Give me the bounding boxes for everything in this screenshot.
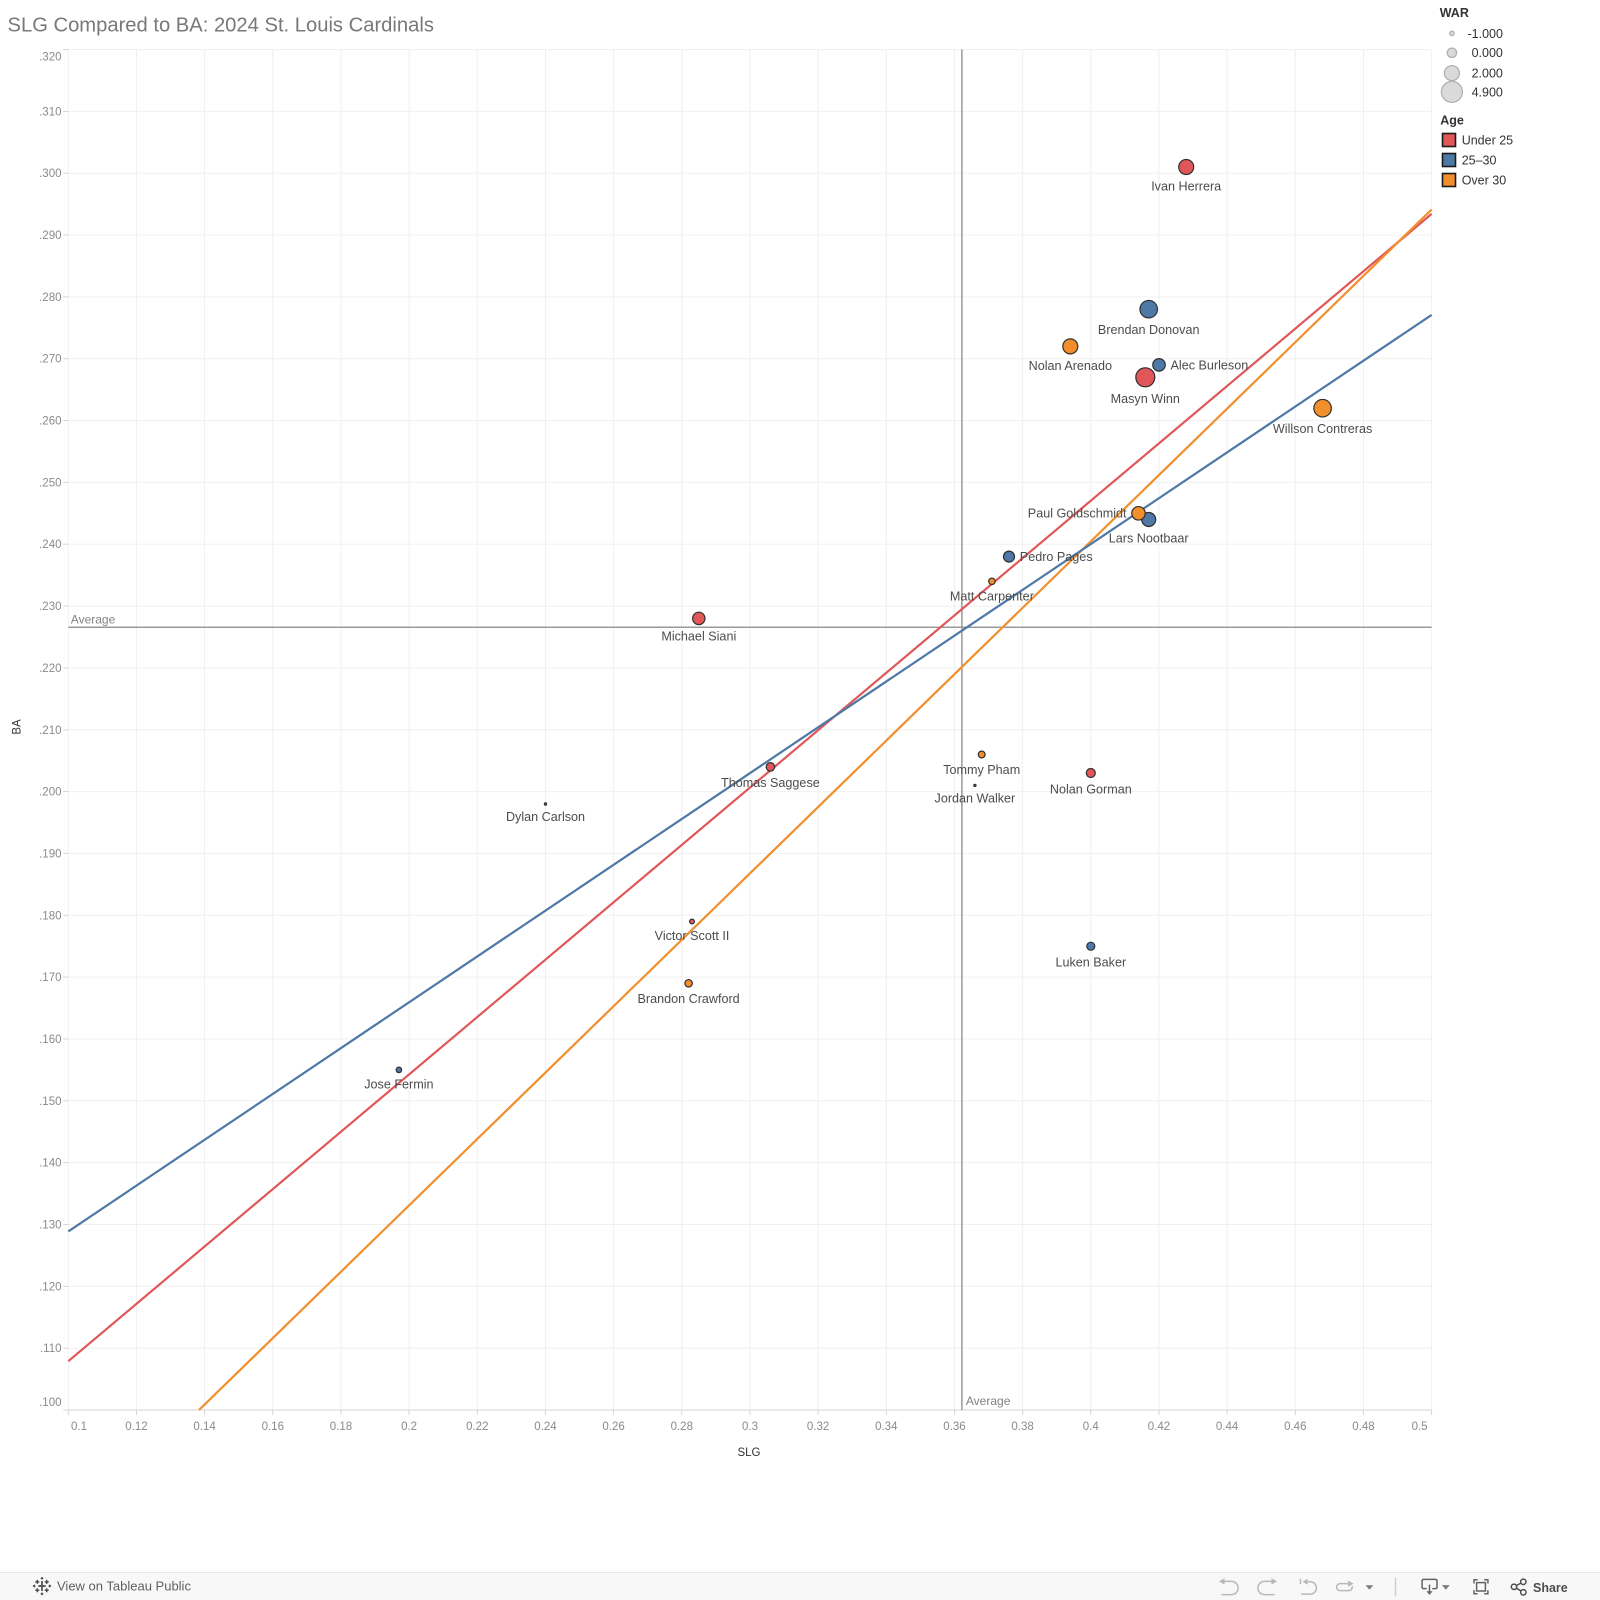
svg-text:WAR: WAR: [1440, 6, 1469, 20]
svg-text:Dylan Carlson: Dylan Carlson: [506, 810, 585, 824]
svg-text:Jose Fermin: Jose Fermin: [364, 1078, 433, 1092]
svg-text:Matt Carpenter: Matt Carpenter: [950, 590, 1034, 604]
svg-text:.100: .100: [39, 1397, 61, 1409]
svg-text:Nolan Arenado: Nolan Arenado: [1029, 359, 1112, 373]
svg-text:Pedro Pages: Pedro Pages: [1020, 550, 1093, 564]
svg-text:.270: .270: [39, 354, 61, 366]
svg-text:0.32: 0.32: [807, 1421, 829, 1433]
svg-text:0.12: 0.12: [125, 1421, 147, 1433]
svg-text:Age: Age: [1440, 114, 1464, 128]
svg-text:0.42: 0.42: [1148, 1421, 1170, 1433]
svg-text:SLG: SLG: [737, 1447, 760, 1459]
svg-text:Victor Scott II: Victor Scott II: [655, 929, 730, 943]
svg-text:0.14: 0.14: [193, 1421, 216, 1433]
svg-text:0.18: 0.18: [330, 1421, 352, 1433]
svg-text:.190: .190: [39, 848, 61, 860]
svg-text:.140: .140: [39, 1158, 61, 1170]
svg-text:0.34: 0.34: [875, 1421, 898, 1433]
svg-text:BA: BA: [12, 719, 24, 735]
svg-text:SLG Compared to BA: 2024 St. L: SLG Compared to BA: 2024 St. Louis Cardi…: [8, 15, 434, 37]
svg-text:0.5: 0.5: [1412, 1421, 1428, 1433]
svg-text:Jordan Walker: Jordan Walker: [935, 792, 1016, 806]
svg-text:.300: .300: [39, 168, 61, 180]
svg-text:Luken Baker: Luken Baker: [1055, 955, 1126, 969]
svg-text:0.1: 0.1: [71, 1421, 87, 1433]
svg-text:.240: .240: [39, 539, 61, 551]
svg-text:.150: .150: [39, 1096, 61, 1108]
svg-text:Ivan Herrera: Ivan Herrera: [1151, 180, 1221, 194]
svg-text:0.4: 0.4: [1083, 1421, 1100, 1433]
svg-text:0.22: 0.22: [466, 1421, 488, 1433]
svg-text:.290: .290: [39, 230, 61, 242]
svg-text:0.46: 0.46: [1284, 1421, 1306, 1433]
svg-text:View on Tableau Public: View on Tableau Public: [57, 1579, 191, 1594]
svg-text:Brendan Donovan: Brendan Donovan: [1098, 323, 1200, 337]
svg-text:Average: Average: [966, 1394, 1011, 1408]
svg-text:Alec Burleson: Alec Burleson: [1171, 358, 1249, 372]
svg-text:Nolan Gorman: Nolan Gorman: [1050, 783, 1132, 797]
svg-text:4.900: 4.900: [1472, 85, 1503, 99]
svg-text:.170: .170: [39, 972, 61, 984]
svg-text:0.44: 0.44: [1216, 1421, 1239, 1433]
svg-text:Share: Share: [1533, 1581, 1568, 1595]
svg-text:Paul Goldschmidt: Paul Goldschmidt: [1028, 507, 1127, 521]
svg-text:.120: .120: [39, 1281, 61, 1293]
svg-text:.230: .230: [39, 601, 61, 613]
svg-text:.200: .200: [39, 787, 61, 799]
svg-text:Thomas Saggese: Thomas Saggese: [721, 776, 820, 790]
svg-text:Michael Siani: Michael Siani: [661, 630, 736, 644]
svg-text:Tommy Pham: Tommy Pham: [943, 763, 1020, 777]
svg-text:.220: .220: [39, 663, 61, 675]
svg-text:.210: .210: [39, 725, 61, 737]
svg-text:Willson Contreras: Willson Contreras: [1273, 422, 1372, 436]
svg-text:0.3: 0.3: [742, 1421, 758, 1433]
svg-text:0.36: 0.36: [943, 1421, 965, 1433]
svg-text:0.000: 0.000: [1472, 46, 1503, 60]
svg-text:0.26: 0.26: [602, 1421, 624, 1433]
svg-text:.280: .280: [39, 292, 61, 304]
svg-text:-1.000: -1.000: [1468, 27, 1503, 41]
svg-text:Lars Nootbaar: Lars Nootbaar: [1109, 532, 1189, 546]
svg-text:.250: .250: [39, 477, 61, 489]
svg-text:Average: Average: [71, 613, 116, 627]
svg-text:0.28: 0.28: [671, 1421, 693, 1433]
svg-text:Brandon Crawford: Brandon Crawford: [637, 992, 739, 1006]
svg-text:2.000: 2.000: [1472, 67, 1503, 81]
svg-text:Over 30: Over 30: [1462, 173, 1507, 187]
svg-text:Under 25: Under 25: [1462, 133, 1513, 147]
svg-text:.110: .110: [40, 1343, 62, 1355]
svg-text:.310: .310: [39, 106, 61, 118]
svg-text:Masyn Winn: Masyn Winn: [1111, 392, 1180, 406]
svg-text:0.16: 0.16: [262, 1421, 284, 1433]
svg-text:.130: .130: [39, 1220, 61, 1232]
svg-text:0.38: 0.38: [1011, 1421, 1033, 1433]
svg-text:.320: .320: [39, 52, 61, 64]
svg-text:0.2: 0.2: [401, 1421, 417, 1433]
svg-text:25–30: 25–30: [1462, 153, 1497, 167]
svg-text:.260: .260: [39, 416, 61, 428]
svg-text:0.24: 0.24: [534, 1421, 557, 1433]
svg-text:0.48: 0.48: [1352, 1421, 1374, 1433]
svg-text:.180: .180: [39, 910, 61, 922]
svg-text:.160: .160: [39, 1034, 61, 1046]
